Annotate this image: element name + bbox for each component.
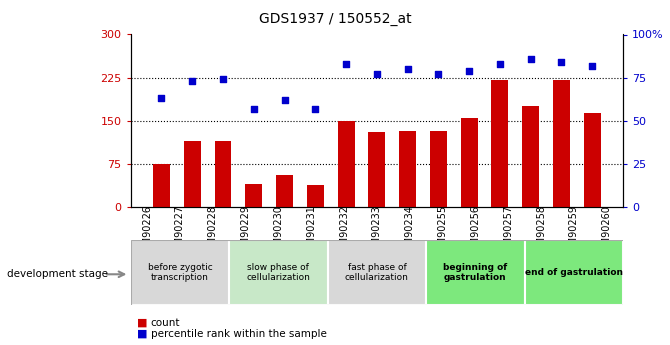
Text: count: count xyxy=(151,318,180,327)
Point xyxy=(218,77,228,82)
Text: ■: ■ xyxy=(137,329,148,339)
Text: GSM90227: GSM90227 xyxy=(175,205,185,258)
Text: GSM90232: GSM90232 xyxy=(339,205,349,258)
Text: GSM90229: GSM90229 xyxy=(241,205,251,258)
Bar xyxy=(245,184,262,207)
Text: beginning of
gastrulation: beginning of gastrulation xyxy=(444,263,507,282)
Point xyxy=(525,56,536,61)
Text: GSM90231: GSM90231 xyxy=(306,205,316,258)
Text: GSM90234: GSM90234 xyxy=(405,205,415,258)
Bar xyxy=(522,106,539,207)
Text: end of gastrulation: end of gastrulation xyxy=(525,268,623,277)
Text: before zygotic
transcription: before zygotic transcription xyxy=(147,263,212,282)
Text: GSM90255: GSM90255 xyxy=(438,205,448,258)
Bar xyxy=(553,80,570,207)
Point xyxy=(187,78,198,84)
Text: GSM90256: GSM90256 xyxy=(470,205,480,258)
Point xyxy=(341,61,352,67)
Bar xyxy=(214,141,232,207)
Point xyxy=(310,106,321,111)
Point xyxy=(279,97,290,103)
Bar xyxy=(369,132,385,207)
Text: percentile rank within the sample: percentile rank within the sample xyxy=(151,329,327,339)
Text: GDS1937 / 150552_at: GDS1937 / 150552_at xyxy=(259,12,411,26)
Point xyxy=(433,71,444,77)
Text: development stage: development stage xyxy=(7,269,108,279)
Bar xyxy=(307,185,324,207)
Point xyxy=(464,68,474,73)
Point xyxy=(494,61,505,67)
Text: GSM90260: GSM90260 xyxy=(602,205,612,258)
Point xyxy=(371,71,382,77)
Point xyxy=(556,59,567,65)
Text: GSM90226: GSM90226 xyxy=(142,205,152,258)
Text: fast phase of
cellularization: fast phase of cellularization xyxy=(345,263,409,282)
Bar xyxy=(426,240,525,305)
Bar xyxy=(184,141,201,207)
Text: GSM90259: GSM90259 xyxy=(569,205,579,258)
Text: GSM90233: GSM90233 xyxy=(372,205,382,258)
Text: ■: ■ xyxy=(137,318,148,327)
Bar xyxy=(276,175,293,207)
Text: GSM90258: GSM90258 xyxy=(536,205,546,258)
Point xyxy=(249,106,259,111)
Bar xyxy=(492,80,509,207)
Text: GSM90228: GSM90228 xyxy=(208,205,218,258)
Bar xyxy=(584,113,601,207)
Text: GSM90230: GSM90230 xyxy=(273,205,283,258)
Bar xyxy=(399,130,416,207)
Point xyxy=(587,63,598,68)
Bar xyxy=(338,121,354,207)
Bar xyxy=(328,240,426,305)
Text: slow phase of
cellularization: slow phase of cellularization xyxy=(247,263,310,282)
Bar xyxy=(430,130,447,207)
Point xyxy=(156,96,167,101)
Bar xyxy=(229,240,328,305)
Bar xyxy=(131,240,229,305)
Point xyxy=(402,66,413,72)
Bar xyxy=(461,118,478,207)
Text: GSM90257: GSM90257 xyxy=(503,205,513,258)
Bar xyxy=(525,240,623,305)
Bar xyxy=(153,164,170,207)
